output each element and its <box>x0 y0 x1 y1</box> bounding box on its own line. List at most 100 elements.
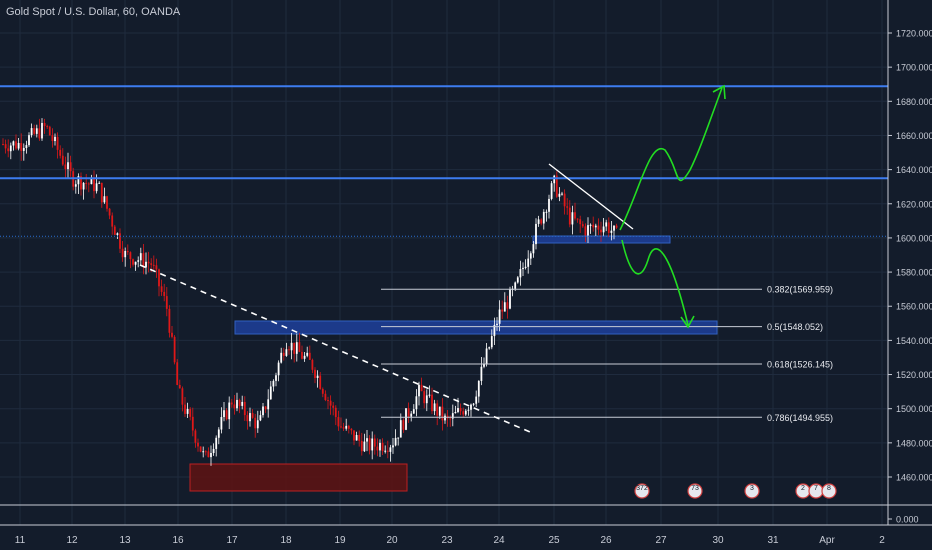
candle <box>163 283 166 302</box>
candle <box>298 332 301 353</box>
candle <box>178 379 181 389</box>
candle <box>77 173 80 195</box>
candle <box>295 333 298 362</box>
candle <box>350 428 353 435</box>
candle <box>238 398 241 414</box>
candle <box>371 431 374 460</box>
event-icon[interactable]: 372 <box>634 483 650 499</box>
candle <box>605 219 608 232</box>
candle <box>464 408 467 417</box>
candle <box>233 394 236 415</box>
chart-title: Gold Spot / U.S. Dollar, 60, OANDA <box>6 6 181 18</box>
event-icon-count: 8 <box>827 485 831 492</box>
price-axis-bg <box>888 0 932 550</box>
candle <box>451 404 454 427</box>
short-trendline[interactable] <box>548 163 634 230</box>
candle <box>441 398 444 431</box>
candle <box>332 401 335 416</box>
time-axis[interactable]: 11 12 13 16 17 18 19 20 23 24 25 26 27 30 31 Apr 2 <box>0 504 932 546</box>
candle <box>269 380 272 400</box>
price-axis[interactable]: 1720.000 1700.000 1680.000 1660.000 1640.000… <box>887 0 932 550</box>
support-zone-upper <box>532 235 671 244</box>
candle <box>121 241 124 262</box>
candle <box>303 352 306 362</box>
price-tick-label: 1540.000 <box>896 336 932 346</box>
candle <box>277 360 280 382</box>
candle <box>64 156 67 178</box>
candle <box>423 387 426 409</box>
candle <box>402 418 405 433</box>
candle <box>74 180 77 194</box>
price-tick-label: 1560.000 <box>896 302 932 312</box>
event-icon-count: 2 <box>801 485 805 492</box>
candle <box>290 332 293 360</box>
price-tick-label: 1640.000 <box>896 165 932 175</box>
event-icon[interactable]: 2 <box>795 483 811 499</box>
candle <box>7 139 10 158</box>
candle <box>171 326 173 339</box>
price-tick-label: 1620.000 <box>896 199 932 209</box>
candle <box>87 182 90 193</box>
fib-label: 0.382(1569.959) <box>767 285 833 295</box>
candle <box>236 392 238 412</box>
candle <box>392 438 394 454</box>
candle <box>243 396 246 421</box>
candle <box>254 413 257 438</box>
event-icon-count: 73 <box>691 485 699 492</box>
candle <box>334 405 337 426</box>
candle <box>425 389 428 412</box>
candle <box>93 170 95 199</box>
candle <box>384 445 387 454</box>
price-tick-label: 1500.000 <box>896 404 932 414</box>
event-icon[interactable]: 7 <box>808 483 824 499</box>
fib-label: 0.618(1526.145) <box>767 360 833 370</box>
candle <box>126 244 129 255</box>
candle <box>113 224 116 235</box>
candle <box>563 189 566 215</box>
candle <box>189 407 192 421</box>
candle <box>519 260 522 286</box>
candle <box>160 279 163 296</box>
time-tick-label: 17 <box>226 535 238 546</box>
time-tick-label: 27 <box>655 535 667 546</box>
chart-levels: 1688.8251634.9681600.97452:08 <box>0 79 932 254</box>
candle <box>246 411 249 430</box>
candle <box>82 181 85 200</box>
time-tick-label: 24 <box>493 535 505 546</box>
candle <box>319 372 322 390</box>
time-tick-label: 30 <box>712 535 724 546</box>
candle <box>202 446 205 458</box>
candle <box>462 407 465 418</box>
candle <box>142 243 145 275</box>
time-tick-label: 31 <box>767 535 779 546</box>
candles-layer <box>2 118 618 466</box>
candle <box>249 407 251 427</box>
candle <box>275 372 277 387</box>
price-tick-label: 0.000 <box>896 515 919 525</box>
fib-level: 0.786(1494.955) <box>381 413 833 423</box>
candle <box>228 396 231 430</box>
event-icon[interactable]: 73 <box>687 483 703 499</box>
candle <box>173 335 176 365</box>
candle <box>321 387 324 398</box>
candle <box>12 140 15 151</box>
candle <box>306 346 309 358</box>
candle <box>363 433 366 453</box>
descending-trendline[interactable] <box>139 264 531 433</box>
candle <box>444 413 446 424</box>
candle <box>615 223 618 229</box>
candle <box>282 347 285 361</box>
candle <box>545 209 548 222</box>
candle <box>493 317 496 346</box>
event-icon[interactable]: 3 <box>744 483 760 499</box>
forecast-bear-arrow <box>621 239 689 326</box>
candle <box>418 381 420 406</box>
candle <box>498 300 501 332</box>
candle <box>501 300 504 319</box>
candle <box>470 403 472 417</box>
event-icon[interactable]: 8 <box>821 483 837 499</box>
time-tick-label: 23 <box>441 535 453 546</box>
candle <box>288 346 290 355</box>
event-icons[interactable]: 372 73 3 2 7 8 <box>634 483 837 499</box>
